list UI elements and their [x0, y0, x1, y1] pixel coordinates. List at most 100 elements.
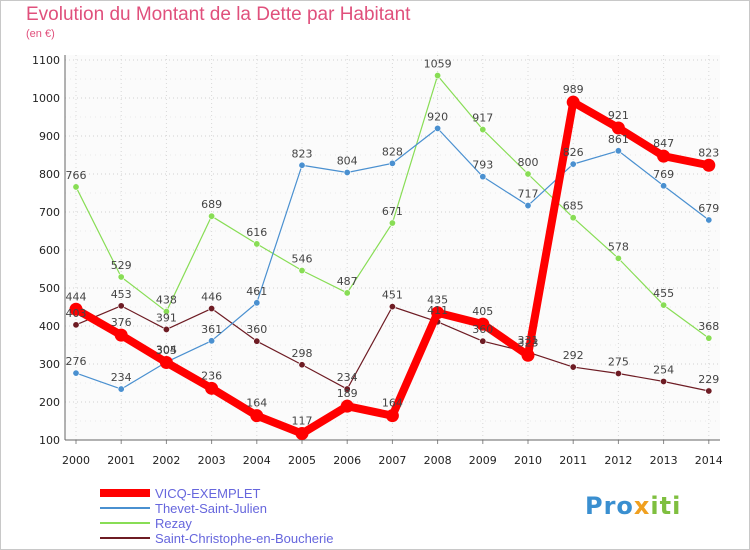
data-point: [253, 337, 261, 345]
x-tick-label: 2008: [424, 454, 452, 467]
data-label: 403: [66, 307, 87, 320]
x-tick-label: 2002: [152, 454, 180, 467]
data-label: 435: [427, 294, 448, 307]
x-tick-label: 2009: [469, 454, 497, 467]
x-tick-label: 2001: [107, 454, 135, 467]
data-point: [388, 219, 396, 227]
data-label: 236: [201, 369, 222, 382]
data-label: 234: [337, 371, 358, 384]
legend-label: Rezay: [155, 516, 192, 531]
data-label: 828: [382, 145, 403, 158]
data-label: 717: [518, 188, 539, 201]
y-tick-label: 400: [39, 320, 60, 333]
data-point: [298, 161, 306, 169]
data-point: [569, 160, 577, 168]
data-label: 451: [382, 289, 403, 302]
data-label: 826: [563, 146, 584, 159]
data-label: 117: [292, 415, 313, 428]
data-point: [72, 369, 80, 377]
data-label: 461: [246, 285, 267, 298]
data-point: [569, 214, 577, 222]
data-point: [388, 159, 396, 167]
data-point: [705, 216, 713, 224]
x-tick-label: 2000: [62, 454, 90, 467]
y-tick-label: 700: [39, 206, 60, 219]
data-label: 276: [66, 355, 87, 368]
data-label: 861: [608, 133, 629, 146]
data-point: [705, 387, 713, 395]
x-tick-label: 2010: [514, 454, 542, 467]
y-tick-label: 1100: [32, 54, 60, 67]
data-point: [159, 355, 173, 369]
data-point: [479, 337, 487, 345]
x-tick-label: 2013: [650, 454, 678, 467]
y-tick-label: 1000: [32, 92, 60, 105]
data-label: 769: [653, 168, 674, 181]
data-label: 455: [653, 287, 674, 300]
data-label: 847: [653, 137, 674, 150]
data-label: 529: [111, 259, 132, 272]
proxiti-logo: Proxiti: [585, 492, 682, 520]
data-point: [388, 303, 396, 311]
data-point: [479, 173, 487, 181]
x-tick-label: 2011: [559, 454, 587, 467]
data-point: [614, 369, 622, 377]
data-point: [524, 202, 532, 210]
data-label: 304: [156, 343, 177, 356]
data-label: 1059: [424, 58, 452, 71]
data-point: [117, 385, 125, 393]
data-point: [657, 149, 671, 163]
data-label: 368: [698, 320, 719, 333]
data-label: 323: [518, 336, 539, 349]
data-label: 446: [201, 291, 222, 304]
data-label: 438: [156, 294, 177, 307]
data-label: 405: [472, 305, 493, 318]
data-point: [611, 121, 625, 135]
data-label: 305: [156, 344, 177, 357]
x-tick-label: 2012: [604, 454, 632, 467]
data-point: [476, 317, 490, 331]
data-label: 453: [111, 288, 132, 301]
data-point: [434, 124, 442, 132]
data-label: 164: [246, 397, 267, 410]
data-point: [340, 399, 354, 413]
data-point: [298, 267, 306, 275]
data-label: 793: [472, 159, 493, 172]
data-point: [521, 348, 535, 362]
data-label: 444: [66, 290, 87, 303]
data-point: [479, 126, 487, 134]
data-point: [524, 170, 532, 178]
data-label: 671: [382, 205, 403, 218]
data-label: 298: [292, 347, 313, 360]
data-point: [205, 381, 219, 395]
data-label: 804: [337, 154, 358, 167]
chart-subtitle: (en €): [26, 28, 55, 40]
data-label: 189: [337, 387, 358, 400]
data-label: 487: [337, 275, 358, 288]
data-point: [295, 427, 309, 441]
x-tick-label: 2006: [333, 454, 361, 467]
data-point: [72, 321, 80, 329]
data-point: [208, 212, 216, 220]
data-point: [431, 306, 445, 320]
x-tick-label: 2003: [198, 454, 226, 467]
data-label: 275: [608, 356, 629, 369]
y-tick-label: 100: [39, 434, 60, 447]
data-point: [250, 409, 264, 423]
data-point: [343, 385, 351, 393]
data-label: 616: [246, 226, 267, 239]
y-tick-label: 300: [39, 358, 60, 371]
data-label: 689: [201, 198, 222, 211]
data-point: [162, 325, 170, 333]
data-label: 234: [111, 371, 132, 384]
data-point: [660, 377, 668, 385]
x-tick-label: 2004: [243, 454, 271, 467]
data-point: [69, 302, 83, 316]
data-label: 360: [472, 323, 493, 336]
data-label: 331: [518, 334, 539, 347]
data-label: 229: [698, 373, 719, 386]
x-tick-label: 2014: [695, 454, 723, 467]
x-tick-label: 2007: [378, 454, 406, 467]
data-point: [434, 72, 442, 80]
